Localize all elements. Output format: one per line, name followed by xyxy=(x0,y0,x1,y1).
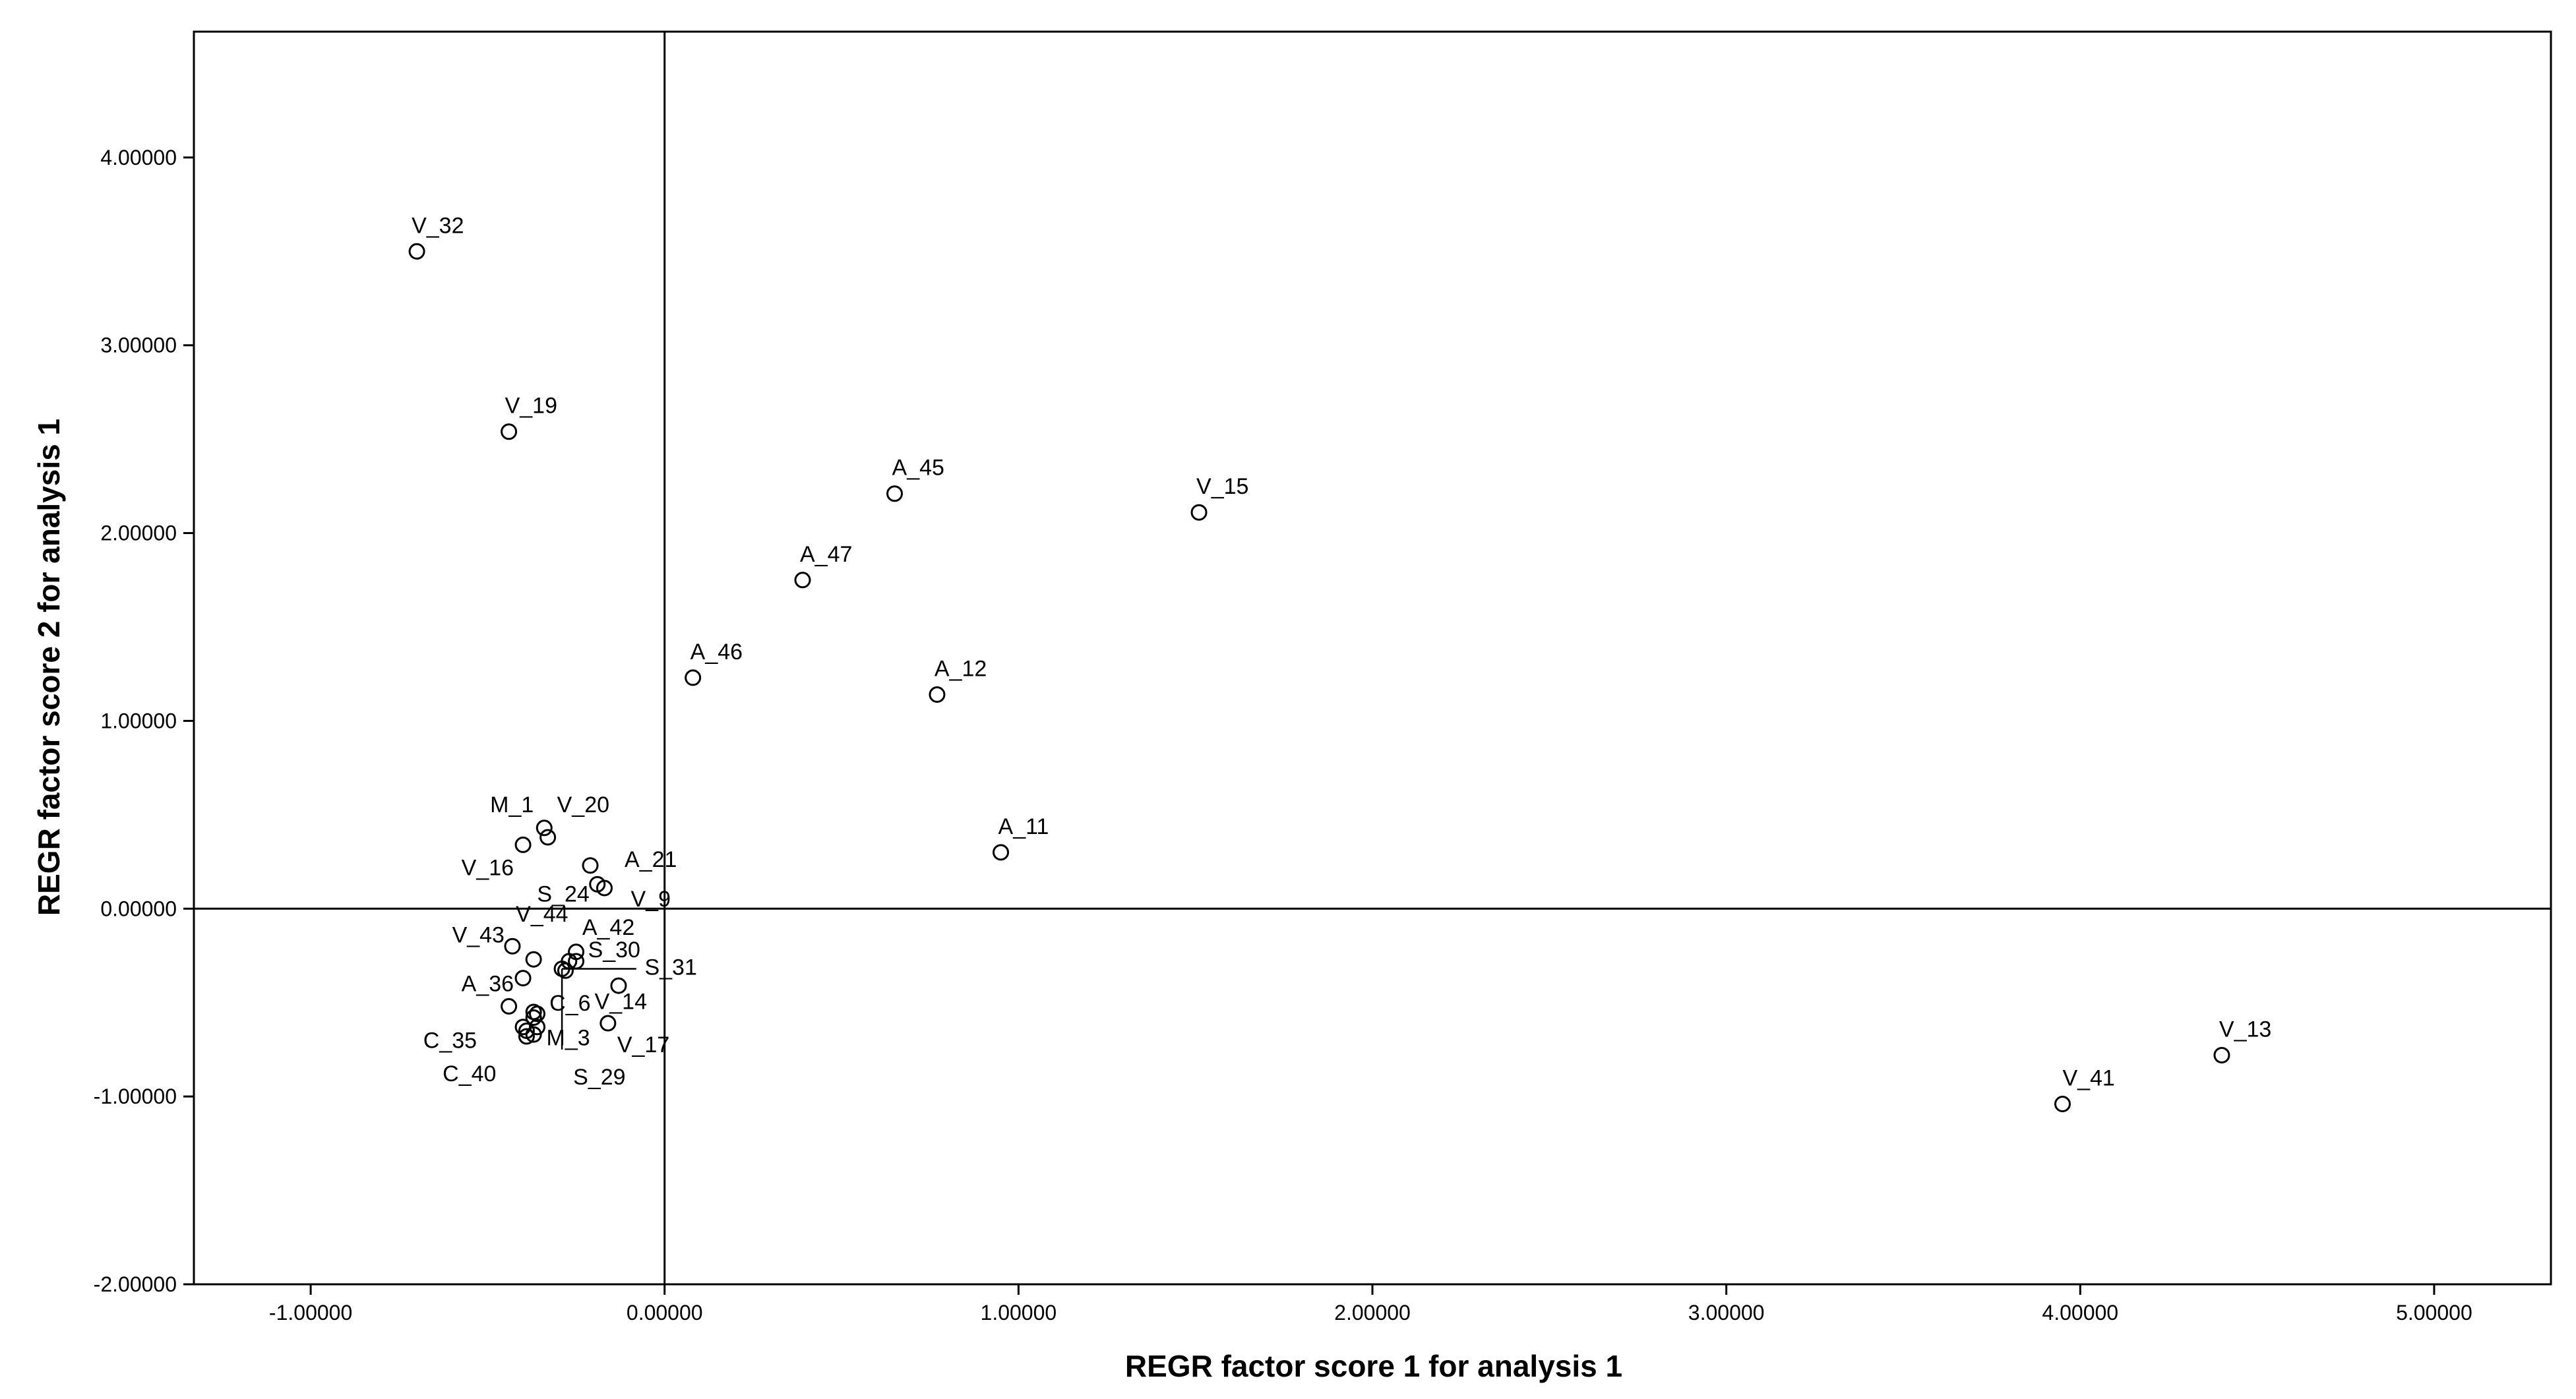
point-label: M_3 xyxy=(547,1026,590,1051)
point-label: A_11 xyxy=(998,814,1049,839)
y-tick-label: -2.00000 xyxy=(94,1272,177,1296)
data-point xyxy=(539,829,557,846)
y-tick-label: 3.00000 xyxy=(100,334,177,357)
point-label: M_1 xyxy=(490,792,534,818)
y-axis-ticks-group: -2.00000 -1.00000 0.00000 1.00000 2.00000 3.0… xyxy=(94,146,194,1296)
data-point xyxy=(525,1009,542,1027)
y-tick-label: 4.00000 xyxy=(100,146,177,169)
point-label: V_13 xyxy=(2219,1017,2271,1042)
data-point xyxy=(501,997,518,1015)
point-label: A_46 xyxy=(690,640,743,665)
point-labels-group: V_32 V_19 A_45 V_15 A_47 A_46 A_12 A_11 M_1 V_20 V… xyxy=(412,213,2271,1090)
plot-frame xyxy=(193,30,2552,1286)
data-point xyxy=(568,953,585,970)
data-point xyxy=(685,669,702,686)
point-label: V_16 xyxy=(462,855,514,880)
data-points-group xyxy=(408,243,2230,1113)
data-point xyxy=(525,1026,542,1043)
x-tick-label: 3.00000 xyxy=(1688,1301,1765,1325)
data-point xyxy=(1190,504,1208,521)
x-axis-ticks-group: -1.00000 0.00000 1.00000 2.00000 3.00000 4.00… xyxy=(269,1284,2472,1325)
reference-lines-group xyxy=(194,32,2551,1284)
point-label: V_44 xyxy=(516,902,568,927)
point-label: S_24 xyxy=(537,881,589,907)
data-point xyxy=(529,1019,546,1036)
data-point xyxy=(599,1015,617,1032)
data-point xyxy=(610,977,627,994)
data-point xyxy=(2213,1046,2230,1063)
data-point xyxy=(553,960,570,977)
y-tick-label: 2.00000 xyxy=(100,521,177,545)
y-tick-label: 0.00000 xyxy=(100,897,177,920)
point-label: V_20 xyxy=(557,792,609,818)
x-tick-label: -1.00000 xyxy=(269,1301,352,1325)
x-tick-label: 4.00000 xyxy=(2042,1301,2118,1325)
data-point xyxy=(536,819,553,837)
data-point xyxy=(529,1005,546,1023)
plot-frame-group xyxy=(193,30,2552,1286)
point-label: V_17 xyxy=(617,1032,669,1057)
point-label: A_36 xyxy=(462,972,514,997)
point-label: V_19 xyxy=(505,394,557,419)
data-point xyxy=(514,1019,532,1036)
data-point xyxy=(993,844,1010,861)
point-label: V_15 xyxy=(1196,474,1248,499)
point-label: A_12 xyxy=(935,657,987,682)
point-label: V_9 xyxy=(630,887,671,912)
data-point xyxy=(886,485,904,502)
point-label: C_6 xyxy=(549,991,590,1016)
x-tick-label: 0.00000 xyxy=(627,1301,703,1325)
x-tick-label: 5.00000 xyxy=(2396,1301,2472,1325)
data-point xyxy=(504,938,521,955)
point-label: C_35 xyxy=(423,1028,477,1054)
point-label: A_47 xyxy=(800,542,852,567)
point-label: A_21 xyxy=(625,847,677,872)
point-label: C_40 xyxy=(443,1061,496,1086)
data-point xyxy=(794,572,811,589)
point-label: V_14 xyxy=(595,989,647,1014)
point-label: S_29 xyxy=(573,1065,625,1090)
data-point xyxy=(408,243,425,260)
data-point xyxy=(514,970,532,987)
x-axis-title: REGR factor score 1 for analysis 1 xyxy=(1125,1349,1622,1383)
x-tick-label: 1.00000 xyxy=(981,1301,1057,1325)
point-label: V_32 xyxy=(412,213,464,238)
data-point xyxy=(596,879,613,897)
y-tick-label: 1.00000 xyxy=(100,709,177,732)
data-point xyxy=(582,857,599,874)
data-point xyxy=(518,1028,535,1045)
data-point xyxy=(929,686,946,703)
y-tick-label: -1.00000 xyxy=(94,1085,177,1108)
data-point xyxy=(2054,1096,2071,1113)
point-label: A_42 xyxy=(582,915,634,940)
data-point xyxy=(501,423,518,440)
point-label: V_43 xyxy=(452,922,505,947)
data-point xyxy=(514,836,532,853)
point-label: S_30 xyxy=(588,938,640,963)
point-label: V_41 xyxy=(2062,1066,2114,1091)
x-tick-label: 2.00000 xyxy=(1334,1301,1411,1325)
y-axis-title: REGR factor score 2 for analysis 1 xyxy=(32,419,66,916)
point-label: A_45 xyxy=(892,456,944,481)
data-point xyxy=(525,951,542,968)
point-label: S_31 xyxy=(644,955,696,980)
